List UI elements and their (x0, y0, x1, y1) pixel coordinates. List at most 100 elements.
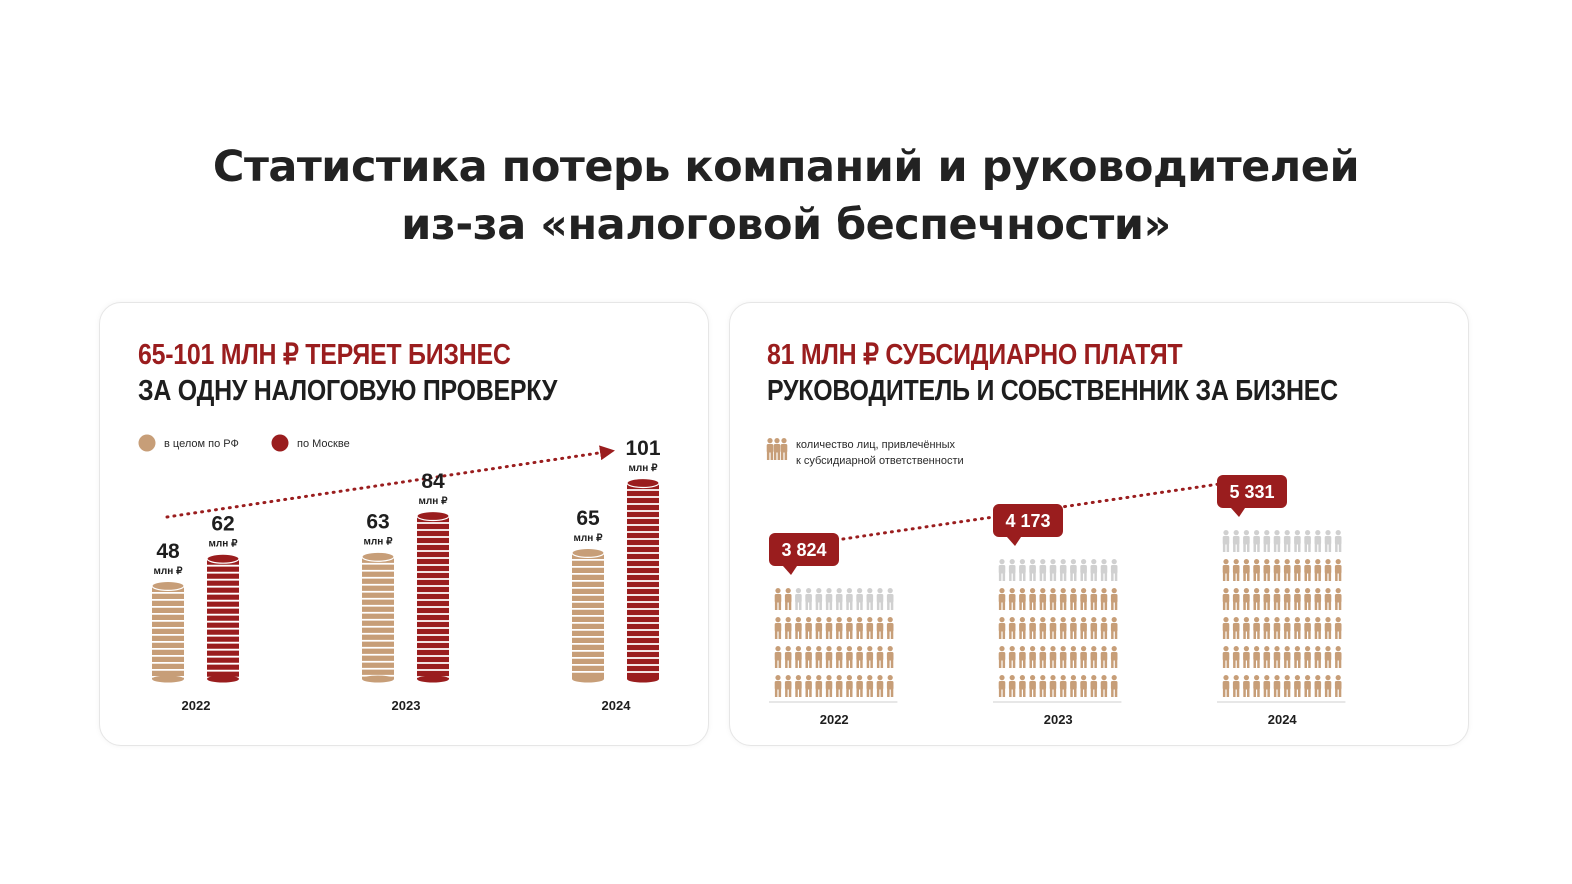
person-icon (1049, 675, 1057, 697)
people-icon (766, 438, 788, 460)
person-icon (1324, 617, 1332, 639)
person-icon (1232, 530, 1240, 552)
person-icon (1059, 617, 1067, 639)
person-icon (1100, 588, 1108, 610)
person-icon (1039, 675, 1047, 697)
person-icon (866, 675, 874, 697)
coin-stack-moscow-2022 (206, 553, 240, 683)
person-icon (856, 675, 863, 697)
legend-label-line-2: к субсидиарной ответственности (796, 455, 964, 467)
person-icon (1294, 617, 1301, 639)
left-headline-red: 65-101 МЛН ₽ ТЕРЯЕТ БИЗНЕС (138, 339, 511, 371)
legend-rf-label: в целом по РФ (164, 438, 239, 450)
person-icon (1232, 588, 1240, 610)
person-icon (1100, 559, 1108, 581)
coins-bar-chart: в целом по РФ по Москве 48 млн ₽ 62 млн ₽ 20… (138, 434, 661, 713)
people-group-2022 (769, 588, 898, 703)
right-headline-red: 81 МЛН ₽ СУБСИДИАРНО ПЛАТЯТ (767, 339, 1183, 371)
coin-stack-rf-2022 (151, 580, 185, 683)
person-icon (1253, 675, 1260, 697)
person-icon (1273, 559, 1281, 581)
person-icon (1283, 675, 1291, 697)
person-icon (1019, 675, 1026, 697)
value-label: 62 (211, 513, 234, 536)
person-icon (1304, 559, 1311, 581)
person-icon (1029, 675, 1036, 697)
person-icon (1263, 617, 1271, 639)
person-icon (795, 588, 802, 610)
person-icon (998, 588, 1006, 610)
person-icon (886, 675, 894, 697)
person-icon (1324, 675, 1332, 697)
person-icon (1039, 617, 1047, 639)
person-icon (815, 588, 823, 610)
person-icon (1100, 617, 1108, 639)
person-icon (1294, 646, 1301, 668)
person-icon (876, 617, 884, 639)
person-icon (1222, 617, 1230, 639)
person-icon (774, 588, 782, 610)
value-label: 65 (576, 507, 600, 530)
person-icon (1059, 588, 1067, 610)
person-icon (1283, 588, 1291, 610)
person-icon (1080, 646, 1087, 668)
person-icon (1222, 559, 1230, 581)
legend-label-line-1: количество лиц, привлечённых (796, 439, 956, 451)
person-icon (1049, 588, 1057, 610)
year-label: 2023 (392, 698, 421, 713)
person-icon (1090, 646, 1098, 668)
person-icon (835, 617, 843, 639)
person-icon (1273, 588, 1281, 610)
person-icon (1304, 530, 1311, 552)
people-group-2023 (993, 559, 1122, 703)
person-icon (846, 588, 853, 610)
person-icon (886, 646, 894, 668)
person-icon (1283, 530, 1291, 552)
person-icon (1304, 646, 1311, 668)
person-icon (835, 588, 843, 610)
person-icon (1314, 675, 1322, 697)
person-icon (805, 675, 812, 697)
person-icon (1304, 617, 1311, 639)
year-label: 2023 (1044, 712, 1073, 727)
person-icon (1110, 675, 1118, 697)
person-icon (866, 646, 874, 668)
person-icon (825, 675, 833, 697)
person-icon (1263, 646, 1271, 668)
value-label: 101 (625, 437, 660, 460)
person-icon (1253, 530, 1260, 552)
person-icon (1253, 588, 1260, 610)
person-icon (1232, 675, 1240, 697)
person-icon (774, 646, 782, 668)
person-icon (1090, 675, 1098, 697)
person-icon (1334, 675, 1342, 697)
person-icon (1243, 617, 1250, 639)
person-icon (886, 617, 894, 639)
person-icon (1243, 530, 1250, 552)
person-icon (805, 588, 812, 610)
legend: в целом по РФ по Москве (138, 434, 350, 452)
person-icon (1070, 675, 1077, 697)
person-icon (1243, 646, 1250, 668)
person-icon (876, 588, 884, 610)
person-icon (1080, 617, 1087, 639)
person-icon (1080, 559, 1087, 581)
person-icon (795, 675, 802, 697)
year-label: 2024 (1268, 712, 1298, 727)
person-icon (1110, 588, 1118, 610)
person-icon (1263, 530, 1271, 552)
year-label: 2024 (602, 698, 632, 713)
person-icon (1263, 675, 1271, 697)
person-icon (795, 646, 802, 668)
person-icon (1273, 617, 1281, 639)
person-icon (1283, 646, 1291, 668)
person-icon (1100, 675, 1108, 697)
person-icon (998, 675, 1006, 697)
value-badge: 3 824 (769, 533, 839, 575)
subsidiary-liability-card: 81 МЛН ₽ СУБСИДИАРНО ПЛАТЯТ РУКОВОДИТЕЛЬ… (729, 302, 1469, 746)
person-icon (784, 675, 792, 697)
unit-label: млн ₽ (419, 496, 449, 507)
person-icon (1294, 588, 1301, 610)
person-icon (846, 675, 853, 697)
person-icon (1314, 617, 1322, 639)
